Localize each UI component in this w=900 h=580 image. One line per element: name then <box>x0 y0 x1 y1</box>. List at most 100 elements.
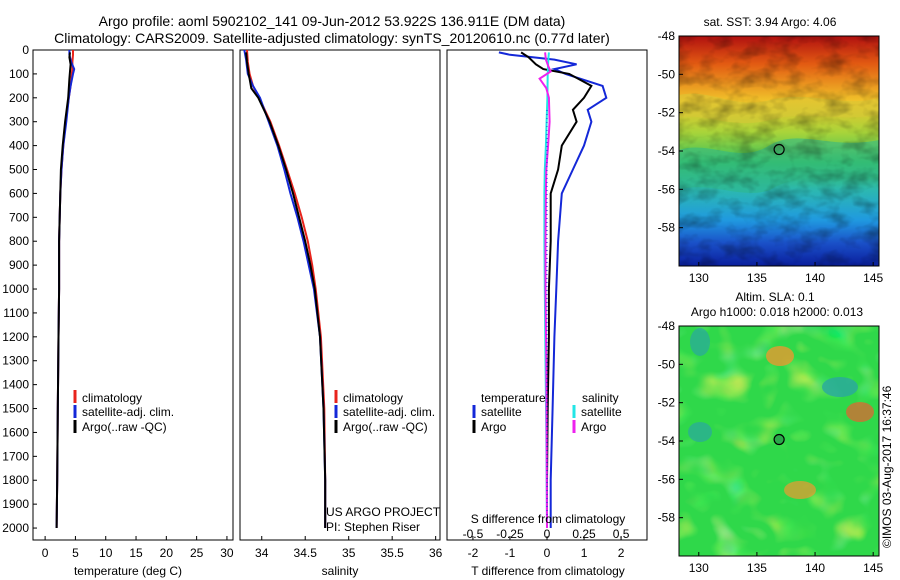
legend-sal-satellite-label: satellite <box>581 405 622 419</box>
lon-tick-label: 140 <box>805 561 825 575</box>
top-x-tick-label: 0 <box>544 527 551 541</box>
lon-tick-label: 135 <box>747 271 767 285</box>
salinity-x-label: salinity <box>322 564 359 578</box>
difference-legend: temperature satellite Argo salinity sate… <box>472 391 622 434</box>
x-tick-label: 30 <box>220 546 234 560</box>
legend-climatology-label: climatology <box>343 391 403 405</box>
y-tick-label: 800 <box>9 234 29 248</box>
x-tick-label: 10 <box>99 546 113 560</box>
top-x-tick-label: -0.5 <box>463 527 484 541</box>
x-tick-label: 2 <box>618 546 625 560</box>
x-tick-label: 20 <box>160 546 174 560</box>
legend-satellite-label: satellite-adj. clim. <box>343 405 435 419</box>
sla-map-lat-axis: -48 -50 -52 -54 -56 -58 <box>658 319 683 525</box>
top-x-tick-label: -0.25 <box>496 527 524 541</box>
y-tick-label: 1700 <box>2 449 29 463</box>
difference-x-axis: -2 -1 0 1 2 -0.5 -0.25 0 0.25 0.5 <box>463 527 630 560</box>
difference-panel: -2 -1 0 1 2 -0.5 -0.25 0 0.25 0.5 S difference fr… <box>446 49 648 578</box>
salinity-panel: 34 34.5 35 35.5 36 salinity climatology sate… <box>239 49 443 578</box>
lat-tick-label: -48 <box>658 319 676 333</box>
y-tick-label: 1400 <box>2 378 29 392</box>
series-line-3 <box>245 52 327 528</box>
sst-map-title: sat. SST: 3.94 Argo: 4.06 <box>704 15 837 29</box>
sst-map-panel: sat. SST: 3.94 Argo: 4.06 130 135 140 145 -… <box>658 15 884 285</box>
x-tick-label: 35.5 <box>380 546 404 560</box>
temperature-x-label: temperature (deg C) <box>74 564 182 578</box>
t-difference-label: T difference from climatology <box>471 564 625 578</box>
x-tick-label: 35 <box>342 546 356 560</box>
s-difference-label: S difference from climatology <box>471 512 626 526</box>
y-tick-label: 0 <box>22 43 29 57</box>
sla-map-panel: Altim. SLA: 0.1 Argo h1000: 0.018 h2000:… <box>658 290 884 575</box>
y-tick-label: 100 <box>9 67 29 81</box>
sst-map-lon-axis: 130 135 140 145 <box>689 262 884 285</box>
figure-title-line2: Climatology: CARS2009. Satellite-adjuste… <box>54 30 610 46</box>
x-tick-label: 1 <box>581 546 588 560</box>
lon-tick-label: 135 <box>747 561 767 575</box>
top-x-tick-label: 0.25 <box>572 527 596 541</box>
salinity-legend: climatology satellite-adj. clim. Argo(..… <box>334 390 435 434</box>
x-tick-label: 25 <box>190 546 204 560</box>
sst-map-image <box>679 36 879 266</box>
lat-tick-label: -52 <box>658 396 676 410</box>
series-line-1 <box>498 51 608 528</box>
lat-tick-label: -50 <box>658 357 676 371</box>
project-label: US ARGO PROJECT <box>326 505 441 519</box>
x-tick-label: 5 <box>72 546 79 560</box>
y-tick-label: 2000 <box>2 521 29 535</box>
top-x-tick-label: 0.5 <box>613 527 630 541</box>
sla-float-position-marker <box>773 433 785 446</box>
temperature-x-axis: 0 5 10 15 20 25 30 <box>42 536 234 560</box>
y-tick-label: 1300 <box>2 354 29 368</box>
pi-label: PI: Stephen Riser <box>326 520 420 534</box>
x-tick-label: 15 <box>129 546 143 560</box>
lon-tick-label: 130 <box>689 561 709 575</box>
lat-tick-label: -58 <box>658 221 676 235</box>
sst-map-lat-axis: -48 -50 -52 -54 -56 -58 <box>658 29 683 235</box>
sla-map-subtitle: Argo h1000: 0.018 h2000: 0.013 <box>691 305 863 319</box>
lon-tick-label: 145 <box>863 561 883 575</box>
series-line-3 <box>55 52 72 529</box>
lat-tick-label: -56 <box>658 472 676 486</box>
series-line-2 <box>520 51 593 528</box>
legend-temp-argo-label: Argo <box>481 420 507 434</box>
legend-salinity-title: salinity <box>582 391 619 405</box>
temperature-panel: 0100200300400500600700800900100011001200… <box>2 43 234 578</box>
y-tick-label: 500 <box>9 163 29 177</box>
y-tick-label: 700 <box>9 210 29 224</box>
x-tick-label: 0 <box>544 546 551 560</box>
difference-series <box>498 51 608 529</box>
legend-climatology-label: climatology <box>82 391 142 405</box>
figure-title-line1: Argo profile: aoml 5902102_141 09-Jun-20… <box>99 13 566 29</box>
sla-map-lon-axis: 130 135 140 145 <box>689 552 884 575</box>
lat-tick-label: -54 <box>658 434 676 448</box>
lon-tick-label: 140 <box>805 271 825 285</box>
legend-sal-argo-label: Argo <box>581 420 607 434</box>
lat-tick-label: -54 <box>658 144 676 158</box>
x-tick-label: -1 <box>505 546 516 560</box>
legend-temperature-title: temperature <box>481 391 546 405</box>
legend-argo-label: Argo(..raw -QC) <box>343 420 428 434</box>
y-tick-label: 400 <box>9 139 29 153</box>
legend-satellite-label: satellite-adj. clim. <box>82 405 174 419</box>
lat-tick-label: -48 <box>658 29 676 43</box>
x-tick-label: -2 <box>468 546 479 560</box>
lat-tick-label: -52 <box>658 106 676 120</box>
legend-temp-satellite-label: satellite <box>481 405 522 419</box>
sst-float-position-marker <box>773 143 785 156</box>
x-tick-label: 34.5 <box>294 546 318 560</box>
lat-tick-label: -56 <box>658 182 676 196</box>
depth-axis: 0 100 200 300 400 500 600 700 800 900 1000 1100 1200… <box>2 43 37 535</box>
x-tick-label: 36 <box>429 546 443 560</box>
y-tick-label: 200 <box>9 91 29 105</box>
lat-tick-label: -58 <box>658 511 676 525</box>
temperature-series <box>55 50 76 529</box>
y-tick-label: 1900 <box>2 497 29 511</box>
salinity-series <box>243 49 327 528</box>
sla-map-title: Altim. SLA: 0.1 <box>735 290 815 304</box>
temperature-axes-frame <box>32 49 234 541</box>
y-tick-label: 1200 <box>2 330 29 344</box>
y-tick-label: 300 <box>9 115 29 129</box>
y-tick-label: 900 <box>9 258 29 272</box>
